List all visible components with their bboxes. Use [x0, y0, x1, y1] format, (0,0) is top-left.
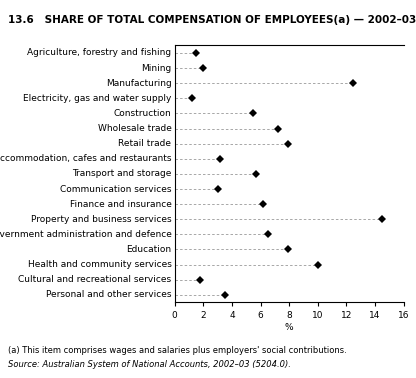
- Text: Communication services: Communication services: [60, 184, 171, 194]
- Text: Education: Education: [126, 245, 171, 254]
- Text: Transport and storage: Transport and storage: [72, 169, 171, 178]
- Text: Retail trade: Retail trade: [119, 139, 171, 148]
- X-axis label: %: %: [285, 323, 293, 332]
- Text: Health and community services: Health and community services: [27, 260, 171, 269]
- Text: Wholesale trade: Wholesale trade: [97, 124, 171, 133]
- Text: Property and business services: Property and business services: [31, 215, 171, 224]
- Text: Government administration and defence: Government administration and defence: [0, 230, 171, 239]
- Text: (a) This item comprises wages and salaries plus employers' social contributions.: (a) This item comprises wages and salari…: [8, 346, 347, 355]
- Text: Finance and insurance: Finance and insurance: [69, 200, 171, 209]
- Text: Electricity, gas and water supply: Electricity, gas and water supply: [23, 94, 171, 103]
- Text: 13.6   SHARE OF TOTAL COMPENSATION OF EMPLOYEES(a) — 2002–03: 13.6 SHARE OF TOTAL COMPENSATION OF EMPL…: [8, 15, 416, 25]
- Text: Mining: Mining: [141, 64, 171, 73]
- Text: Manufacturing: Manufacturing: [106, 79, 171, 88]
- Text: Cultural and recreational services: Cultural and recreational services: [18, 275, 171, 284]
- Text: Source: Australian System of National Accounts, 2002–03 (5204.0).: Source: Australian System of National Ac…: [8, 360, 291, 369]
- Text: Construction: Construction: [114, 109, 171, 118]
- Text: Accommodation, cafes and restaurants: Accommodation, cafes and restaurants: [0, 154, 171, 163]
- Text: Personal and other services: Personal and other services: [46, 290, 171, 299]
- Text: Agriculture, forestry and fishing: Agriculture, forestry and fishing: [27, 48, 171, 57]
